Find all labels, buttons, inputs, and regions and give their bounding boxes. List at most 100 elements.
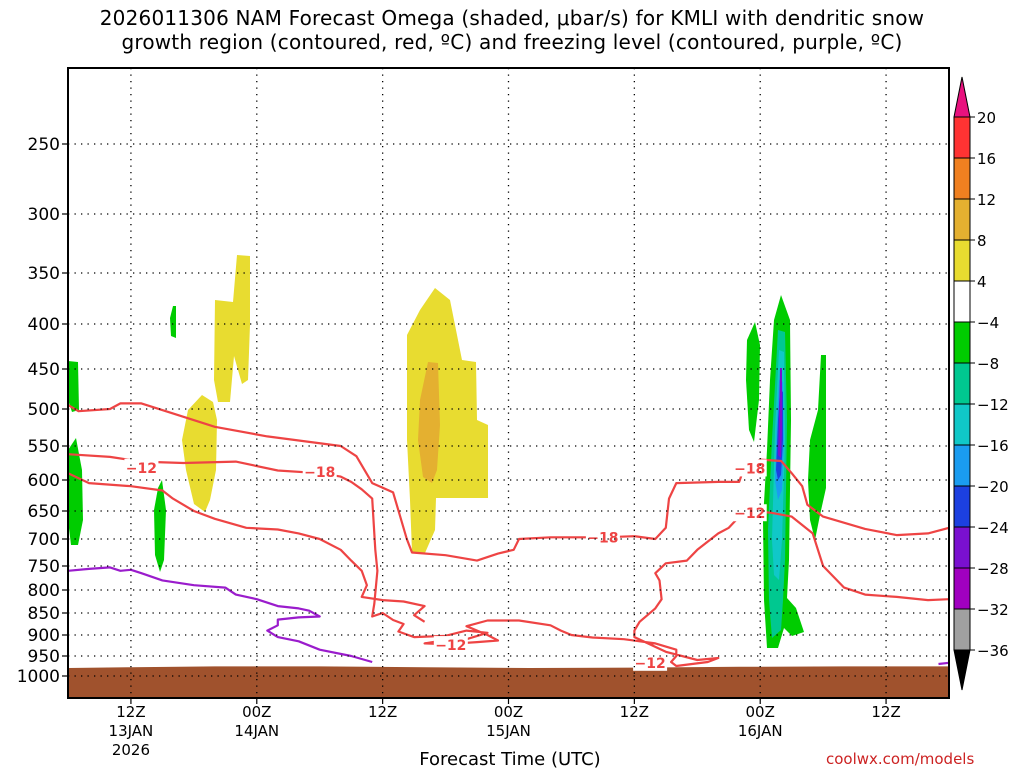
omega-negative-region [170, 306, 176, 338]
colorbar-label: −4 [977, 314, 999, 332]
chart-title-line1: 2026011306 NAM Forecast Omega (shaded, μ… [99, 6, 925, 30]
x-tick-date-label: 14JAN [234, 722, 279, 740]
ground-surface [68, 666, 949, 698]
gridlines [68, 68, 949, 698]
x-tick-label: 12Z [620, 703, 649, 721]
colorbar-band [953, 485, 971, 528]
y-tick-label: 250 [28, 135, 60, 155]
omega-negative-region [808, 355, 826, 540]
y-tick-label: 850 [28, 604, 60, 624]
omega-negative-region [746, 322, 760, 442]
x-axis-label: Forecast Time (UTC) [419, 749, 600, 768]
colorbar-label: −20 [977, 478, 1009, 496]
contour-label-background [585, 528, 620, 546]
colorbar-band [953, 198, 971, 241]
contour-label: −18 [587, 530, 618, 546]
colorbar-label: 20 [977, 109, 996, 127]
contour-label-background [433, 636, 468, 654]
y-tick-label: 400 [28, 315, 60, 335]
x-tick-label: 00Z [242, 703, 271, 721]
y-tick-label: 650 [28, 502, 60, 522]
colorbar-label: −24 [977, 519, 1009, 537]
contour-label-background [633, 653, 668, 671]
omega-negative-region [68, 438, 83, 545]
omega-positive-region [407, 288, 488, 553]
x-tick-year-label: 2026 [112, 741, 150, 759]
y-tick-label: 500 [28, 400, 60, 420]
contour-label: −18 [304, 465, 335, 481]
contour-label-background [124, 458, 159, 476]
omega-shading [68, 255, 826, 648]
plot-area: −12 −18 −18 −18 −12 −12 −12 [68, 255, 949, 698]
contour-line [68, 472, 426, 623]
colorbar-band [953, 280, 971, 323]
y-tick-label: 700 [28, 530, 60, 550]
colorbar-band [953, 362, 971, 405]
contour-label-background [732, 459, 767, 477]
colorbar-label: −16 [977, 437, 1009, 455]
x-tick-date-label: 13JAN [109, 722, 154, 740]
x-tick-label: 00Z [746, 703, 775, 721]
omega-negative-region [154, 480, 166, 572]
colorbar-label: −28 [977, 560, 1009, 578]
omega-positive-region [214, 255, 250, 402]
colorbar-label: −8 [977, 355, 999, 373]
chart-title: 2026011306 NAM Forecast Omega (shaded, μ… [0, 6, 1024, 54]
y-tick-label: 900 [28, 626, 60, 646]
plot-frame [67, 67, 950, 699]
x-tick-label: 12Z [871, 703, 900, 721]
colorbar-band [953, 403, 971, 446]
y-tick-label: 550 [28, 437, 60, 457]
contour-line [68, 566, 373, 664]
y-tick-label: 300 [28, 205, 60, 225]
colorbar-band [953, 444, 971, 487]
y-tick-label: 1000 [17, 667, 60, 687]
colorbar-label: −32 [977, 601, 1009, 619]
contour-label: −12 [634, 656, 665, 672]
contour-labels: −12 −18 −18 −18 −12 −12 −12 [124, 458, 767, 672]
y-tick-label: 800 [28, 581, 60, 601]
colorbar-band [953, 116, 971, 159]
colorbar-label: 4 [977, 273, 987, 291]
colorbar-band [953, 526, 971, 569]
y-axis: 2503003504004505005506006507007508008509… [17, 135, 68, 687]
contour-line [68, 453, 949, 668]
colorbar-band [953, 321, 971, 364]
colorbar-label: 16 [977, 150, 996, 168]
colorbar-over-arrow [953, 76, 971, 118]
contour-label: −12 [734, 506, 765, 522]
contour-label-background [732, 504, 767, 522]
contour-label: −12 [435, 638, 466, 654]
colorbar-label: 8 [977, 232, 987, 250]
omega-negative-region [778, 368, 782, 458]
colorbar-band [953, 567, 971, 610]
y-tick-label: 950 [28, 647, 60, 667]
omega-positive-region [182, 395, 217, 512]
omega-negative-region [68, 361, 79, 412]
colorbar: 20 16 12 8 4 −4 −8 −12 −16 −20 −24 −28 −32 −36 [953, 76, 1009, 691]
contour-label: −12 [126, 461, 157, 477]
credit-text: coolwx.com/models [826, 750, 975, 768]
x-tick-date-label: 15JAN [486, 722, 531, 740]
contour-label-background [302, 462, 337, 480]
y-tick-label: 350 [28, 264, 60, 284]
contour-line [68, 402, 949, 562]
contour-label: −18 [734, 461, 765, 477]
y-tick-label: 600 [28, 471, 60, 491]
y-tick-label: 450 [28, 360, 60, 380]
colorbar-label: −12 [977, 396, 1009, 414]
colorbar-band [953, 608, 971, 651]
x-tick-label: 12Z [116, 703, 145, 721]
chart-title-line2: growth region (contoured, red, ºC) and f… [121, 30, 903, 54]
y-tick-label: 750 [28, 557, 60, 577]
x-tick-date-label: 16JAN [738, 722, 783, 740]
x-tick-label: 00Z [494, 703, 523, 721]
colorbar-band [953, 157, 971, 200]
contours [68, 402, 949, 668]
contour-line [938, 661, 949, 666]
colorbar-under-arrow [953, 649, 971, 691]
colorbar-label: 12 [977, 191, 996, 209]
omega-positive-region [418, 362, 440, 483]
